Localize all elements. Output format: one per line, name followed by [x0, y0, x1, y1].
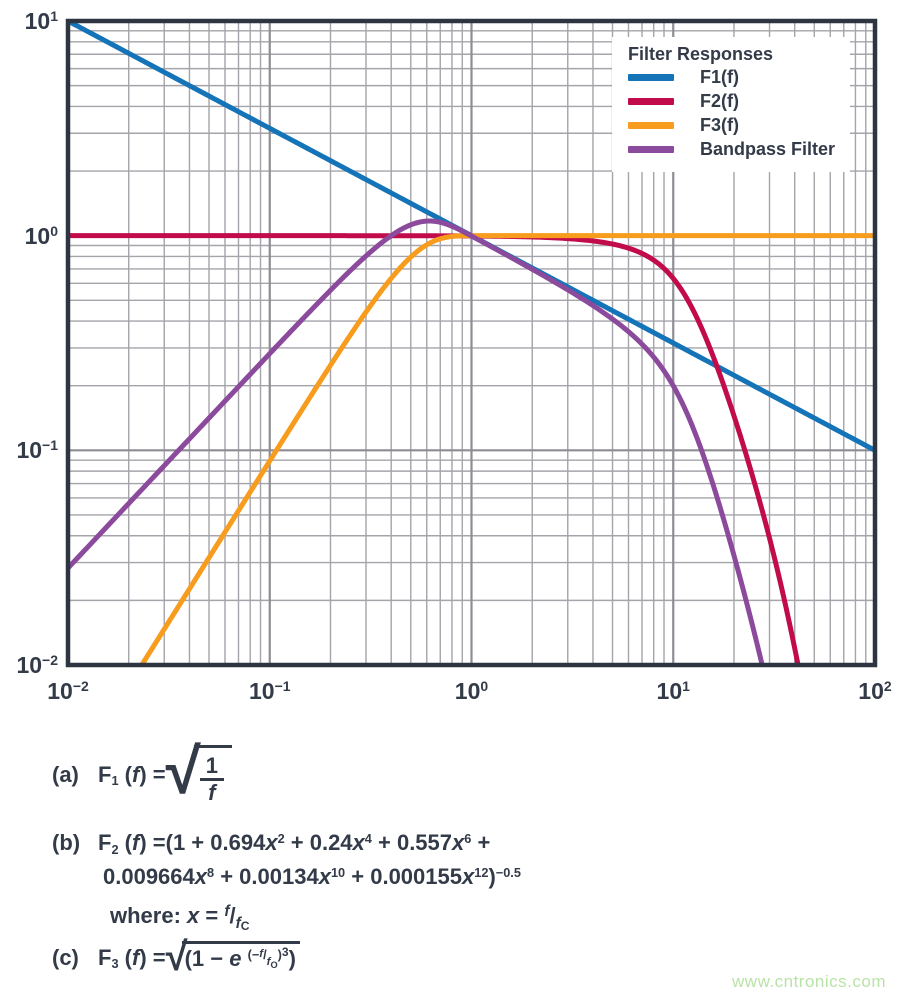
sqrt-radical: √ 1 f — [165, 735, 232, 807]
legend-swatch-f3-line — [628, 122, 674, 129]
x-tick-label-10^0: 100 — [454, 678, 489, 704]
curve-bp — [68, 218, 765, 665]
filter-response-chart: 101 100 10−1 10−2 10−2 10−1 100 101 102 Filter R… — [16, 8, 892, 704]
legend-swatch-f2-line — [628, 98, 674, 105]
formula-where: where: x = f/fC — [110, 902, 250, 934]
x-tick-label-10^2: 102 — [858, 678, 892, 704]
x-tick-label-10^−1: 10−1 — [248, 678, 291, 704]
formula-b-line2: 0.009664x8 + 0.00134x10 + 0.000155x12)−0… — [103, 864, 521, 890]
y-tick-label-10^−1: 10−1 — [16, 437, 58, 464]
plot-frame — [65, 18, 878, 668]
formula-c-lhs: F3 (f) = — [98, 944, 166, 971]
formula-b: (b) F2 (f) = (1 + 0.694x2 + 0.24x4 + 0.5… — [52, 827, 900, 895]
radical-sign: √ — [165, 735, 201, 807]
chart-plot-svg — [65, 18, 878, 668]
legend-swatch-f1-line — [628, 74, 674, 81]
formula-c-tag: (c) — [52, 944, 79, 970]
legend-item-bandpass: Bandpass Filter — [628, 138, 850, 161]
radical-sign: √ — [165, 935, 188, 980]
y-tick-label-10^−2: 10−2 — [16, 652, 58, 678]
y-tick-label-10^1: 101 — [24, 8, 58, 34]
legend-label-f3: F3(f) — [700, 115, 739, 135]
formula-a: (a) F1 (f) = √ 1 f — [52, 735, 900, 807]
legend-label-f1: F1(f) — [700, 67, 739, 87]
legend-swatch-bandpass-line — [628, 146, 674, 153]
fraction-one-over-f: 1 f — [198, 753, 226, 805]
watermark-link[interactable]: www.cntronics.com — [732, 972, 886, 991]
legend-item-f3: F3(f) — [628, 114, 850, 137]
sqrt-radical: √ (1 − e (−f/fO)3) — [165, 935, 300, 980]
x-tick-label-10^−2: 10−2 — [47, 678, 89, 704]
chart-legend: Filter Responses F1(f) F2(f) F3(f) Bandp… — [612, 37, 850, 172]
formula-block: (a) F1 (f) = √ 1 f (b) F2 (f) = (1 + 0.6… — [0, 735, 900, 980]
formula-c-radicand: (1 − e (−f/fO)3) — [181, 941, 300, 972]
legend-label-f2: F2(f) — [700, 91, 739, 111]
formula-b-lhs: F2 (f) = — [98, 830, 166, 857]
formula-c: (c) F3 (f) = √ (1 − e (−f/fO)3) — [52, 935, 900, 980]
formula-b-tag: (b) — [52, 830, 81, 856]
legend-label-bandpass: Bandpass Filter — [700, 139, 836, 159]
y-tick-label-10^0: 100 — [24, 222, 58, 249]
x-tick-label-10^1: 101 — [656, 678, 690, 704]
formula-b-line1: (1 + 0.694x2 + 0.24x4 + 0.557x6 + — [165, 830, 491, 856]
legend-item-f1: F1(f) — [628, 66, 850, 89]
formula-a-lhs: F1 (f) = — [98, 762, 166, 789]
legend-title: Filter Responses — [628, 44, 774, 64]
formula-a-tag: (a) — [52, 762, 79, 788]
legend-item-f2: F2(f) — [628, 90, 850, 113]
